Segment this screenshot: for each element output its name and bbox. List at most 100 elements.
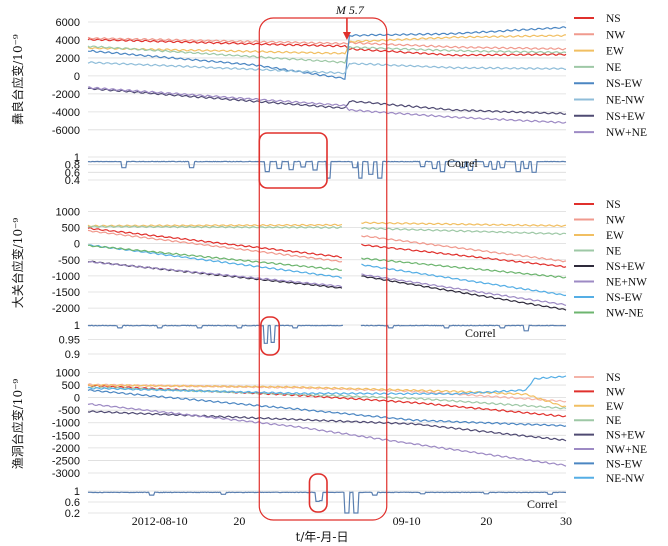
- y-tick-label: -1000: [52, 271, 80, 283]
- legend-label: NS-EW: [606, 458, 643, 470]
- series-ns: [87, 227, 567, 268]
- y-tick-label: 0.8: [65, 160, 80, 172]
- series-nw: [87, 36, 567, 51]
- y-tick-label: -2000: [52, 89, 80, 101]
- highlight-window-daguan_correl: [260, 316, 281, 356]
- y-tick-label: -6000: [52, 125, 80, 137]
- x-axis-label: t/年-月-日: [296, 530, 349, 544]
- legend-label: NW-NE: [606, 308, 644, 320]
- correl-label: Correl: [447, 156, 478, 170]
- highlight-window-main: [258, 17, 388, 521]
- legend-label: NE: [606, 246, 621, 258]
- legend-label: NE-NW: [606, 473, 644, 485]
- y-tick-label: 0.6: [65, 497, 80, 509]
- series-ns: [87, 38, 567, 57]
- x-tick-label: 20: [480, 514, 492, 528]
- legend-label: NE+NW: [606, 277, 647, 289]
- y-tick-label: 6000: [56, 17, 80, 29]
- x-tick-label: 09-10: [393, 514, 421, 528]
- y-tick-label: -1500: [52, 430, 80, 442]
- legend-label: NS-EW: [606, 292, 643, 304]
- y-tick-label: -1000: [52, 418, 80, 430]
- y-tick-label: -2000: [52, 303, 80, 315]
- legend-label: NE: [606, 62, 621, 74]
- legend-label: NE: [606, 415, 621, 427]
- legend-label: NW+NE: [606, 127, 647, 139]
- y-tick-label: 1: [74, 152, 80, 164]
- y-tick-label: 1: [74, 486, 80, 498]
- y-axis-label: 大关台应变/10⁻⁹: [10, 218, 25, 309]
- x-tick-label: 20: [233, 514, 245, 528]
- panel-yiliang: 6000 4000 2000 0 -2000 -4000 -6000 彝良台应变/10⁻⁹ NS…: [10, 13, 647, 139]
- series-ne-nw: [87, 61, 567, 75]
- legend-label: NS+EW: [606, 430, 645, 442]
- y-tick-label: 2000: [56, 53, 80, 65]
- y-tick-label: 0.4: [65, 175, 80, 187]
- legend-label: NW+NE: [606, 444, 647, 456]
- y-tick-label: 0.2: [65, 508, 80, 520]
- series-ns-ew: [87, 26, 567, 80]
- correl-label: Correl: [527, 497, 558, 511]
- y-tick-label: 500: [62, 223, 80, 235]
- y-tick-label: -2500: [52, 455, 80, 467]
- highlight-window-yiliang_correl: [258, 132, 328, 189]
- series-nw-ne: [87, 403, 567, 467]
- y-tick-label: 0: [74, 239, 80, 251]
- y-tick-label: -2000: [52, 443, 80, 455]
- y-tick-label: 1000: [56, 368, 80, 380]
- legend-label: NW: [606, 386, 625, 398]
- legend-label: NS-EW: [606, 78, 643, 90]
- series-ne: [87, 225, 567, 236]
- highlight-window-yudong_correl: [308, 473, 328, 513]
- x-tick-label: 30: [560, 514, 572, 528]
- legend-label: EW: [606, 401, 624, 413]
- y-tick-label: 500: [62, 380, 80, 392]
- panel-daguan_correl: 1 0.95 0.9 Correl: [59, 320, 567, 361]
- correl-label: Correl: [465, 326, 496, 340]
- series-ne-nw: [87, 375, 567, 396]
- legend-label: NS: [606, 13, 621, 25]
- y-tick-label: 0.9: [65, 349, 80, 361]
- series-nw-ne: [87, 86, 567, 124]
- series-ew: [87, 221, 567, 228]
- legend-label: NS+EW: [606, 111, 645, 123]
- y-tick-label: -500: [58, 405, 80, 417]
- series-ne-nw: [87, 260, 567, 306]
- series-ne: [87, 45, 567, 64]
- y-axis-label: 彝良台应变/10⁻⁹: [10, 34, 25, 125]
- earthquake-label: M 5.7: [335, 3, 365, 17]
- legend-label: NS: [606, 199, 621, 211]
- y-tick-label: 0: [74, 71, 80, 83]
- series-ew: [87, 34, 567, 55]
- legend-label: NW: [606, 29, 625, 41]
- earthquake-arrow-head: [342, 32, 351, 40]
- panel-yiliang_correl: 10.80.60.4 Correl: [65, 152, 567, 187]
- series-nw: [87, 384, 567, 418]
- y-axis-label: 渔洞台应变/10⁻⁹: [10, 379, 25, 470]
- series-ns-ew: [87, 410, 567, 442]
- legend-label: NS+EW: [606, 261, 645, 273]
- x-tick-label: 2012-08-10: [132, 514, 188, 528]
- y-tick-label: 0: [74, 393, 80, 405]
- legend-label: EW: [606, 46, 624, 58]
- series-ns-ew: [87, 389, 567, 428]
- series-ns-ew: [87, 87, 567, 116]
- legend-label: NW: [606, 215, 625, 227]
- y-tick-label: -500: [58, 255, 80, 267]
- correl-line: [87, 324, 567, 344]
- y-tick-label: 0.6: [65, 167, 80, 179]
- y-tick-label: 0.95: [59, 335, 80, 347]
- series-nw: [87, 229, 567, 263]
- panel-daguan: 1000 500 0 -500 -1000 -1500 -2000 大关台应变/10⁻⁹ NS N…: [10, 199, 647, 320]
- y-tick-label: -4000: [52, 107, 80, 119]
- legend-label: EW: [606, 230, 624, 242]
- y-tick-label: -3000: [52, 468, 80, 480]
- y-tick-label: 1: [74, 320, 80, 332]
- y-tick-label: 4000: [56, 35, 80, 47]
- legend-label: NS: [606, 372, 621, 384]
- series-nw-ne: [87, 244, 567, 279]
- legend-label: NE-NW: [606, 95, 644, 107]
- y-tick-label: -1500: [52, 287, 80, 299]
